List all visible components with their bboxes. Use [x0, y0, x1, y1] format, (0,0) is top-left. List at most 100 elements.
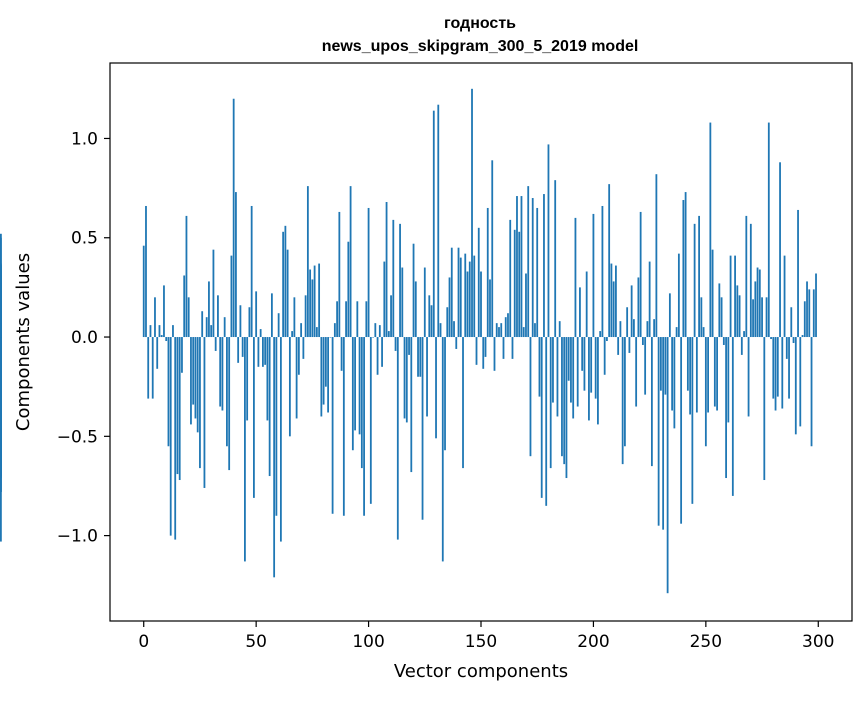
bar-component-202	[597, 337, 599, 425]
bar-component-104	[376, 337, 379, 375]
bar-component-226	[650, 337, 653, 467]
bar-component-141	[459, 257, 462, 338]
bar-component-158	[498, 327, 500, 338]
bar-component-142	[462, 337, 464, 469]
bar-component-268	[745, 215, 748, 338]
bar-component-272	[754, 281, 757, 338]
bar-component-42	[237, 337, 240, 363]
bar-component-138	[453, 321, 455, 338]
bar-component-254	[713, 337, 716, 407]
bar-component-85	[333, 323, 336, 338]
bar-component-216	[628, 337, 631, 353]
bar-component-177	[540, 337, 543, 498]
bar-component-130	[435, 337, 437, 439]
bar-component-67	[293, 297, 296, 338]
bar-component-160	[502, 337, 505, 359]
bar-component-116	[403, 337, 406, 419]
bar-component-199	[590, 337, 593, 393]
bar-component-12	[169, 337, 172, 536]
bar-component-187	[563, 337, 566, 465]
bar-component-131	[437, 104, 440, 338]
bar-component-271	[752, 299, 754, 338]
bar-component-269	[747, 337, 750, 417]
bar-component-1	[145, 205, 147, 338]
bar-component-33	[217, 295, 219, 338]
bar-component-34	[219, 337, 222, 407]
bar-component-287	[788, 337, 790, 399]
bar-component-10	[165, 337, 168, 342]
bar-component-132	[439, 323, 442, 338]
bar-component-3	[149, 325, 152, 338]
bar-component-270	[749, 223, 752, 338]
bar-component-163	[509, 219, 512, 338]
bar-component-92	[349, 186, 352, 338]
bar-component-undefined	[0, 337, 2, 477]
bar-component-293	[801, 335, 804, 338]
x-tick-label: 300	[802, 632, 834, 652]
bar-component-113	[396, 337, 399, 540]
bar-component-133	[441, 337, 444, 562]
bar-component-79	[320, 337, 323, 417]
bar-component-261	[729, 255, 732, 338]
y-axis-label: Components values	[13, 253, 34, 431]
bar-component-244	[691, 337, 694, 504]
bar-component-152	[484, 337, 487, 357]
bar-component-146	[471, 88, 473, 338]
bar-component-206	[606, 337, 608, 342]
bar-component-84	[331, 337, 334, 514]
bar-component-118	[408, 337, 410, 355]
y-axis-ticks: −1.0 −0.5 0.0 0.5 1.0	[57, 129, 110, 547]
bar-component-233	[666, 337, 669, 594]
bar-component-172	[529, 337, 532, 457]
bar-component-267	[743, 331, 745, 338]
bar-component-182	[552, 337, 554, 403]
bar-component-201	[594, 337, 597, 399]
bar-component-224	[646, 321, 649, 338]
bar-component-276	[763, 337, 766, 481]
bar-component-145	[468, 261, 471, 338]
bar-component-76	[313, 265, 316, 338]
bar-component-159	[500, 323, 503, 338]
bar-component-222	[641, 337, 644, 345]
bar-component-72	[304, 295, 307, 338]
bar-component-13	[172, 325, 174, 338]
bar-component-220	[637, 277, 640, 338]
bar-component-64	[286, 249, 289, 338]
bar-component-295	[806, 281, 808, 338]
bar-component-125	[423, 267, 426, 338]
bar-component-282	[776, 337, 779, 397]
bar-component-45	[244, 337, 246, 562]
bar-component-18	[183, 275, 186, 338]
bar-component-50	[255, 291, 258, 338]
bar-component-166	[516, 196, 518, 338]
bar-component-194	[579, 287, 581, 338]
bar-component-139	[455, 337, 458, 349]
bar-component-6	[156, 337, 159, 369]
bar-component-213	[621, 337, 624, 465]
bar-component-262	[731, 337, 734, 496]
bar-component-225	[648, 261, 651, 338]
bar-component-90	[345, 301, 347, 338]
bar-component-39	[230, 255, 233, 338]
bar-component-81	[324, 337, 327, 387]
bar-component-171	[527, 186, 530, 338]
bar-component-148	[475, 337, 478, 365]
bar-component-53	[262, 337, 264, 367]
bar-component-185	[558, 321, 561, 338]
bar-component-266	[740, 337, 743, 355]
bar-component-95	[356, 301, 359, 338]
bar-component-149	[477, 227, 480, 338]
bar-component-48	[250, 205, 253, 338]
x-tick-label: 50	[245, 632, 267, 652]
bar-component-279	[770, 337, 772, 340]
bar-component-32	[214, 337, 217, 351]
bar-component-19	[185, 215, 188, 338]
bar-component-61	[279, 337, 282, 542]
bar-component-247	[698, 215, 700, 338]
bar-component-16	[178, 337, 181, 481]
bar-component-115	[401, 267, 404, 338]
bar-component-107	[383, 261, 386, 338]
bar-component-87	[338, 211, 341, 338]
bar-component-229	[657, 337, 660, 526]
bar-component-184	[556, 337, 559, 417]
